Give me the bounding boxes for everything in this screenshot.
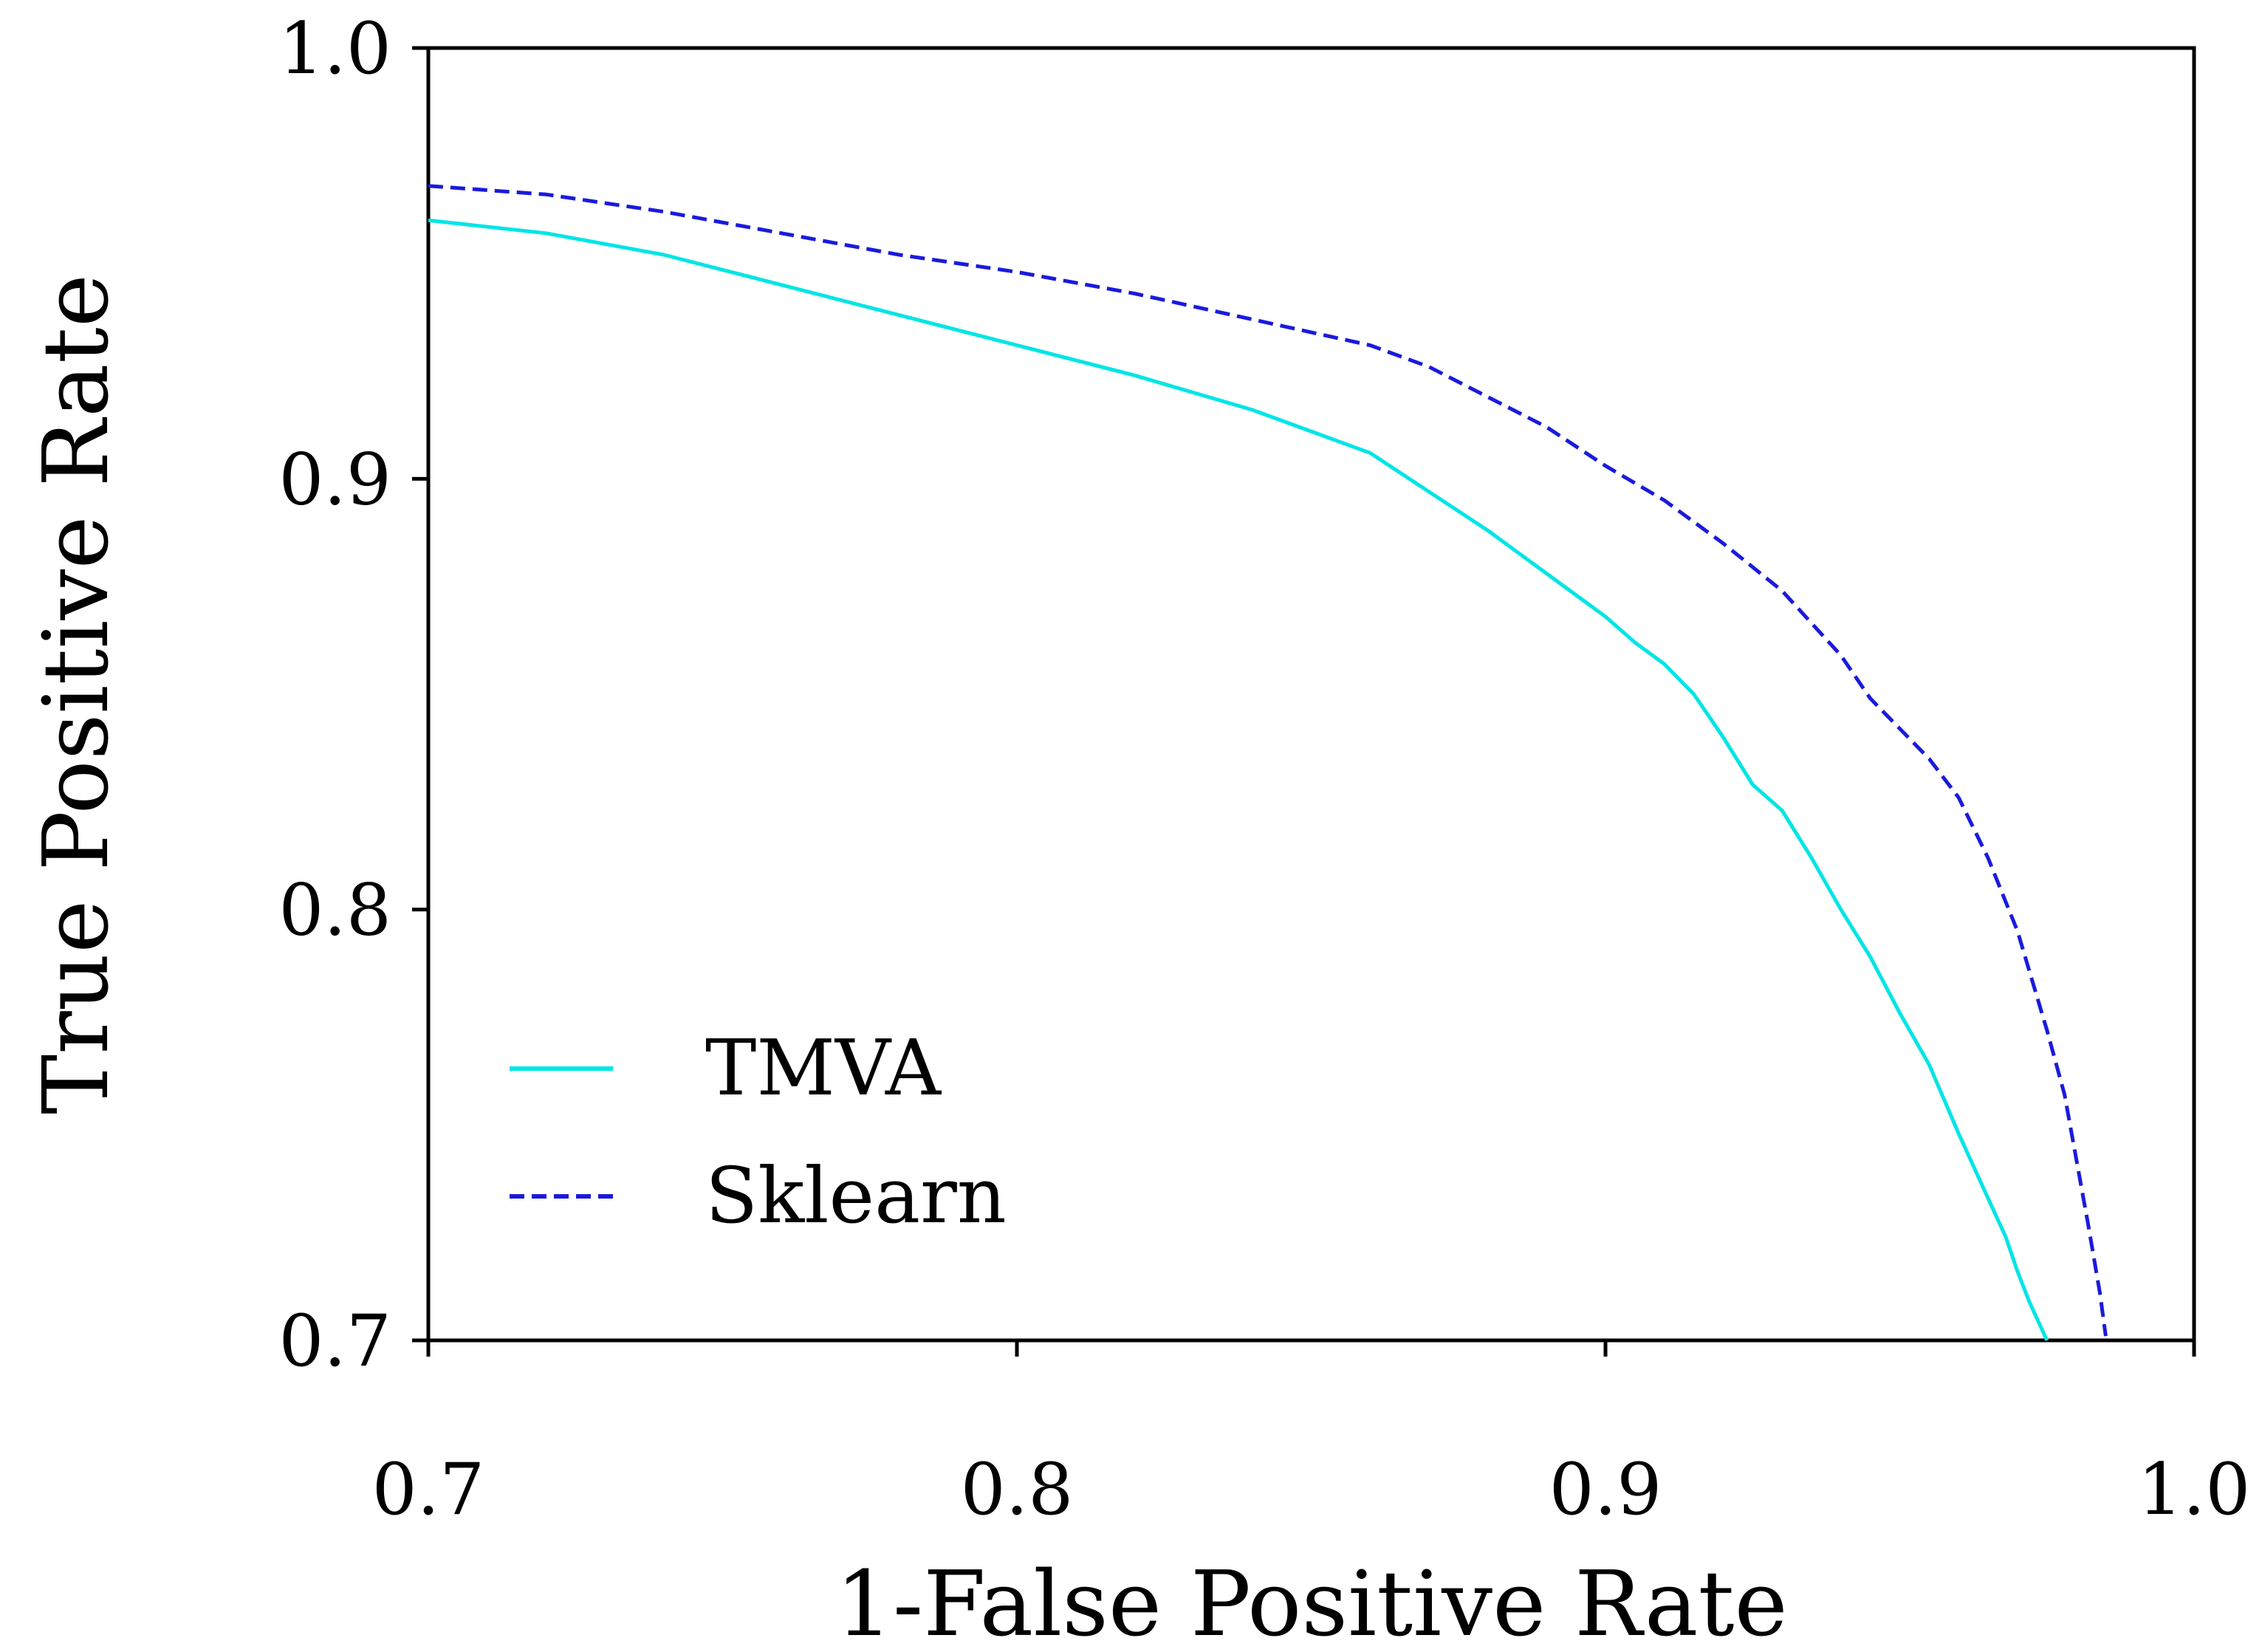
data-point-tmva (1369, 452, 1371, 453)
x-tick-label: 1.0 (2138, 1448, 2251, 1531)
data-point-tmva (1605, 616, 1606, 617)
y-tick-label: 0.8 (278, 869, 391, 952)
data-point-tmva (2029, 1301, 2030, 1303)
series-line-tmva (428, 218, 2049, 1342)
data-point-tmva (899, 315, 900, 316)
data-point-tmva (1752, 784, 1753, 786)
data-point-sklearn (1369, 345, 1371, 346)
data-point-sklearn (1487, 397, 1489, 398)
y-tick-label: 0.7 (278, 1300, 391, 1382)
x-axis-ticks: 0.7 0.8 0.9 1.0 (372, 1340, 2251, 1531)
data-point-sklearn (1252, 319, 1253, 321)
legend-label-tmva: TMVA (705, 1023, 942, 1113)
y-tick-label: 1.0 (278, 7, 391, 90)
data-point-tmva (663, 254, 665, 256)
data-point-sklearn (1870, 698, 1871, 699)
data-point-sklearn (428, 185, 429, 187)
data-point-tmva (1928, 1064, 1930, 1066)
data-point-tmva (1958, 1133, 1959, 1134)
data-point-sklearn (899, 254, 900, 256)
data-point-sklearn (1134, 293, 1135, 295)
data-point-tmva (545, 233, 546, 234)
data-point-tmva (1546, 573, 1547, 575)
data-point-tmva (1987, 1198, 1989, 1199)
data-point-tmva (1840, 909, 1842, 911)
data-point-sklearn (1428, 366, 1430, 368)
data-point-sklearn (781, 233, 782, 234)
data-point-tmva (2005, 1236, 2006, 1238)
x-tick-label: 0.8 (961, 1448, 1074, 1531)
data-point-sklearn (1664, 500, 1665, 501)
data-point-tmva (1664, 663, 1665, 665)
data-point-sklearn (1899, 728, 1901, 730)
data-point-tmva (1722, 736, 1724, 738)
data-point-tmva (781, 284, 782, 286)
data-point-sklearn (1928, 758, 1930, 760)
series-layer (428, 184, 2108, 1342)
data-point-tmva (1252, 409, 1253, 411)
data-point-tmva (1634, 642, 1636, 643)
data-point-sklearn (2017, 930, 2018, 932)
legend-label-sklearn: Sklearn (705, 1151, 1007, 1241)
data-point-sklearn (2105, 1335, 2106, 1337)
data-point-tmva (1781, 810, 1783, 812)
data-point-sklearn (2046, 1029, 2048, 1031)
data-point-sklearn (1781, 590, 1783, 592)
data-point-sklearn (1605, 465, 1606, 467)
data-point-sklearn (663, 211, 665, 213)
data-point-tmva (1870, 956, 1871, 958)
data-point-tmva (1899, 1012, 1901, 1014)
legend: TMVA Sklearn (510, 1023, 1007, 1241)
plot-frame (426, 46, 2196, 1343)
y-tick-label: 0.9 (278, 438, 391, 521)
plot-area (426, 46, 2196, 1343)
x-tick-label: 0.7 (372, 1448, 485, 1531)
data-point-sklearn (1722, 543, 1724, 544)
data-point-tmva (2040, 1327, 2042, 1329)
data-point-tmva (1811, 857, 1812, 859)
x-axis-label: 1-False Positive Rate (835, 1552, 1787, 1652)
data-point-tmva (2046, 1340, 2048, 1341)
data-point-tmva (1016, 345, 1018, 346)
data-point-tmva (1134, 374, 1135, 376)
y-axis-ticks: 0.7 0.8 0.9 1.0 (278, 7, 428, 1382)
data-point-sklearn (1987, 857, 1989, 859)
data-point-sklearn (2088, 1224, 2089, 1225)
data-point-sklearn (2064, 1094, 2066, 1096)
series-line-sklearn (428, 184, 2108, 1337)
data-point-tmva (1693, 693, 1695, 695)
data-point-sklearn (1546, 426, 1547, 428)
x-tick-label: 0.9 (1549, 1448, 1662, 1531)
data-point-tmva (2017, 1271, 2018, 1272)
data-point-tmva (428, 219, 429, 221)
y-axis-label: True Positive Rate (24, 274, 128, 1114)
data-point-sklearn (545, 193, 546, 195)
data-point-sklearn (2100, 1292, 2101, 1294)
data-point-sklearn (2076, 1159, 2077, 1160)
data-point-sklearn (1840, 655, 1842, 657)
data-point-tmva (1487, 529, 1489, 531)
data-point-tmva (1428, 491, 1430, 493)
data-point-sklearn (1958, 797, 1959, 798)
data-point-sklearn (1016, 271, 1018, 273)
